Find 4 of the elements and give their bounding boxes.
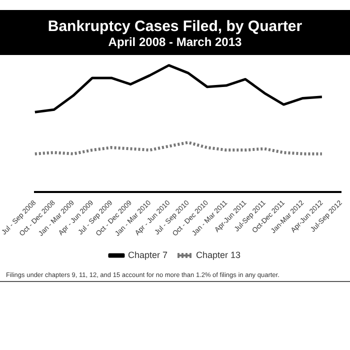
chart-subtitle: April 2008 - March 2013 <box>107 35 243 49</box>
legend-label: Chapter 7 <box>128 250 168 260</box>
chart-title: Bankruptcy Cases Filed, by Quarter <box>46 18 304 35</box>
legend-label: Chapter 13 <box>196 250 241 260</box>
